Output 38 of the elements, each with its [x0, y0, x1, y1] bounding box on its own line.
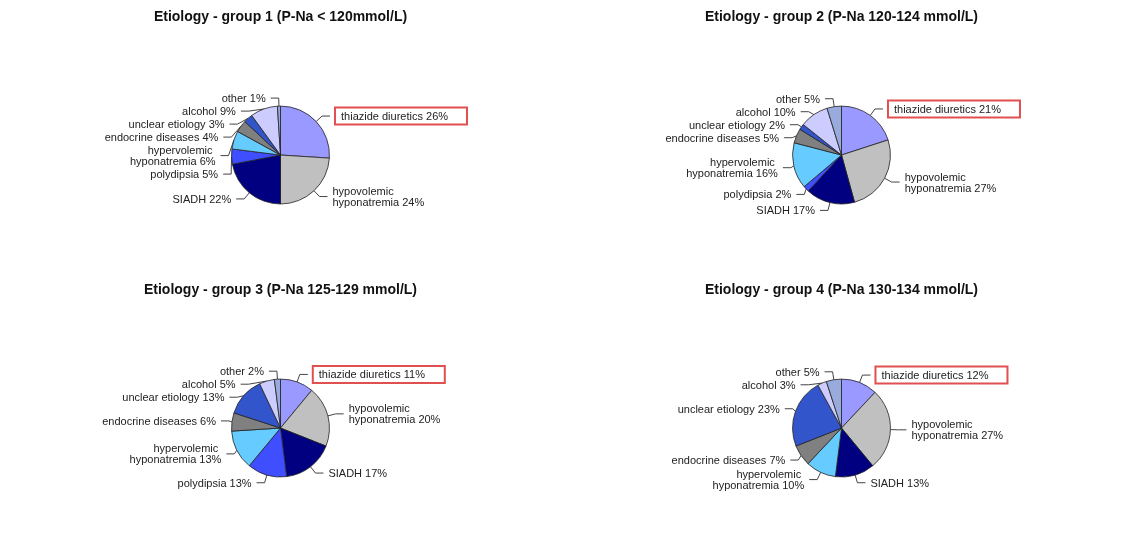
slice-label: unclear etiology 2%: [688, 118, 786, 131]
slice-label: hypovolemic hyponatremia 20%: [348, 402, 441, 426]
slice-label: hypovolemic hyponatremia 27%: [904, 170, 997, 194]
slice-label: thiazide diuretics 11%: [318, 368, 426, 381]
slice-label: SIADH 13%: [870, 476, 930, 489]
slice-label: unclear etiology 3%: [128, 118, 225, 131]
slice-label: polydipsia 13%: [177, 476, 252, 489]
slice-label: unclear etiology 23%: [677, 402, 780, 415]
slice-label: endocrine diseases 4%: [104, 131, 219, 144]
slice-label: thiazide diuretics 26%: [341, 110, 449, 123]
slice-label: thiazide diuretics 12%: [881, 369, 989, 382]
slice-label: alcohol 3%: [741, 378, 796, 391]
slice-label: other 2%: [219, 365, 265, 378]
slice-label: polydipsia 5%: [150, 168, 219, 181]
slice-label: hypovolemic hyponatremia 24%: [332, 185, 425, 209]
chart-title: Etiology - group 2 (P-Na 120-124 mmol/L): [704, 8, 979, 24]
slice-label: other 1%: [221, 92, 266, 105]
chart-title: Etiology - group 4 (P-Na 130-134 mmol/L): [704, 281, 979, 297]
slice-label: hypervolemic hyponatremia 16%: [686, 156, 779, 180]
slice-label: alcohol 10%: [735, 105, 796, 118]
slice-label: SIADH 17%: [756, 204, 816, 217]
slice-label: hypovolemic hyponatremia 27%: [911, 418, 1004, 442]
slice-label: polydipsia 2%: [723, 188, 792, 201]
chart-title: Etiology - group 1 (P-Na < 120mmol/L): [153, 8, 408, 24]
slice-label: thiazide diuretics 21%: [893, 102, 1002, 115]
slice-label: SIADH 17%: [328, 467, 388, 480]
slice-label: hypervolemic hyponatremia 13%: [129, 442, 222, 466]
slice-label: alcohol 9%: [182, 105, 237, 118]
slice-label: unclear etiology 13%: [122, 391, 225, 404]
slice-label: endocrine diseases 5%: [665, 131, 780, 144]
slice-label: alcohol 5%: [181, 378, 236, 391]
slice-label: other 5%: [775, 365, 820, 378]
chart-title: Etiology - group 3 (P-Na 125-129 mmol/L): [143, 281, 418, 297]
slice-label: SIADH 22%: [172, 192, 232, 205]
slice-label: other 5%: [775, 92, 821, 105]
slice-label: endocrine diseases 7%: [671, 454, 786, 467]
slice-label: hypervolemic hyponatremia 10%: [712, 468, 805, 492]
slice-label: endocrine diseases 6%: [102, 414, 217, 427]
